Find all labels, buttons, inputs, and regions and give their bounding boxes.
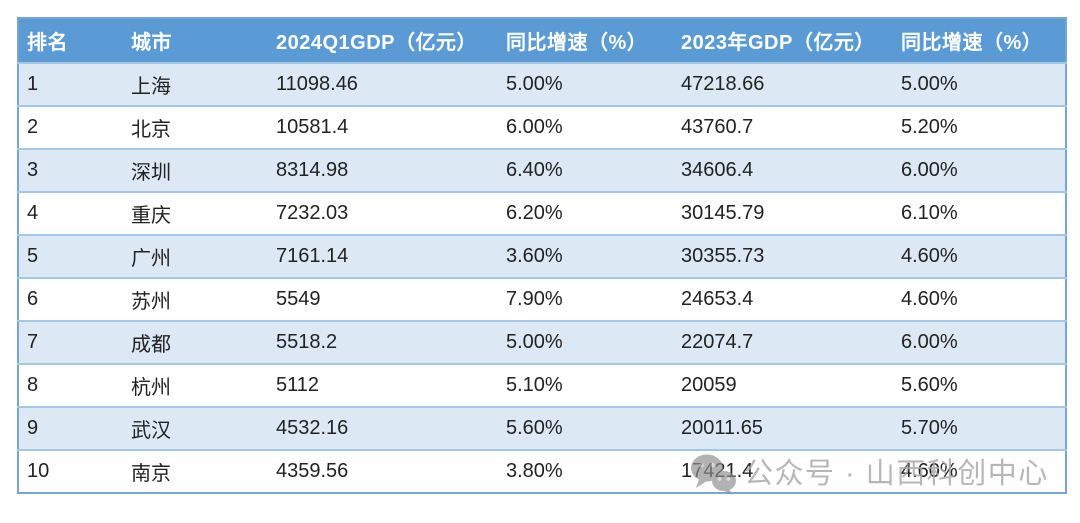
- column-header-yoy-2023: 同比增速（%）: [893, 18, 1066, 63]
- cell-yoy-2024q1: 3.80%: [498, 449, 673, 493]
- cell-yoy-2023: 6.00%: [893, 148, 1066, 192]
- gdp-ranking-table: 排名 城市 2024Q1GDP（亿元） 同比增速（%） 2023年GDP（亿元）…: [17, 17, 1067, 494]
- cell-yoy-2023: 4.60%: [893, 449, 1066, 493]
- cell-gdp-2024q1: 5518.2: [268, 320, 498, 364]
- cell-city: 北京: [123, 105, 268, 149]
- table-row: 3 深圳 8314.98 6.40% 34606.4 6.00%: [18, 148, 1066, 192]
- cell-gdp-2024q1: 4532.16: [268, 406, 498, 450]
- cell-yoy-2023: 6.00%: [893, 320, 1066, 364]
- column-header-yoy-2024q1: 同比增速（%）: [498, 18, 673, 63]
- cell-city: 杭州: [123, 363, 268, 407]
- cell-yoy-2023: 4.60%: [893, 277, 1066, 321]
- cell-yoy-2024q1: 6.20%: [498, 191, 673, 235]
- cell-city: 重庆: [123, 191, 268, 235]
- cell-gdp-2024q1: 5112: [268, 363, 498, 407]
- cell-gdp-2023: 17421.4: [673, 449, 893, 493]
- cell-city: 南京: [123, 449, 268, 493]
- table-row: 8 杭州 5112 5.10% 20059 5.60%: [18, 363, 1066, 407]
- cell-rank: 9: [18, 406, 123, 450]
- cell-rank: 3: [18, 148, 123, 192]
- cell-yoy-2024q1: 5.10%: [498, 363, 673, 407]
- cell-yoy-2023: 5.60%: [893, 363, 1066, 407]
- cell-yoy-2024q1: 3.60%: [498, 234, 673, 278]
- cell-yoy-2024q1: 5.00%: [498, 62, 673, 106]
- cell-gdp-2024q1: 7232.03: [268, 191, 498, 235]
- table-row: 5 广州 7161.14 3.60% 30355.73 4.60%: [18, 234, 1066, 278]
- column-header-gdp-2024q1: 2024Q1GDP（亿元）: [268, 18, 498, 63]
- cell-city: 广州: [123, 234, 268, 278]
- cell-gdp-2024q1: 8314.98: [268, 148, 498, 192]
- table-row: 7 成都 5518.2 5.00% 22074.7 6.00%: [18, 320, 1066, 364]
- cell-gdp-2024q1: 11098.46: [268, 62, 498, 106]
- cell-city: 上海: [123, 62, 268, 106]
- cell-gdp-2023: 30145.79: [673, 191, 893, 235]
- cell-yoy-2023: 6.10%: [893, 191, 1066, 235]
- cell-gdp-2024q1: 7161.14: [268, 234, 498, 278]
- cell-yoy-2023: 5.70%: [893, 406, 1066, 450]
- cell-city: 苏州: [123, 277, 268, 321]
- cell-gdp-2023: 20059: [673, 363, 893, 407]
- cell-gdp-2023: 47218.66: [673, 62, 893, 106]
- cell-city: 武汉: [123, 406, 268, 450]
- column-header-city: 城市: [123, 18, 268, 63]
- cell-gdp-2023: 20011.65: [673, 406, 893, 450]
- cell-rank: 1: [18, 62, 123, 106]
- column-header-gdp-2023: 2023年GDP（亿元）: [673, 18, 893, 63]
- table-row: 9 武汉 4532.16 5.60% 20011.65 5.70%: [18, 406, 1066, 450]
- cell-city: 成都: [123, 320, 268, 364]
- cell-gdp-2024q1: 10581.4: [268, 105, 498, 149]
- table-row: 10 南京 4359.56 3.80% 17421.4 4.60%: [18, 449, 1066, 493]
- cell-yoy-2024q1: 6.40%: [498, 148, 673, 192]
- cell-rank: 7: [18, 320, 123, 364]
- cell-rank: 2: [18, 105, 123, 149]
- cell-yoy-2024q1: 5.60%: [498, 406, 673, 450]
- cell-gdp-2024q1: 4359.56: [268, 449, 498, 493]
- cell-yoy-2023: 5.20%: [893, 105, 1066, 149]
- table-row: 4 重庆 7232.03 6.20% 30145.79 6.10%: [18, 191, 1066, 235]
- cell-rank: 8: [18, 363, 123, 407]
- header-row: 排名 城市 2024Q1GDP（亿元） 同比增速（%） 2023年GDP（亿元）…: [18, 18, 1066, 63]
- cell-yoy-2023: 5.00%: [893, 62, 1066, 106]
- cell-gdp-2024q1: 5549: [268, 277, 498, 321]
- cell-yoy-2023: 4.60%: [893, 234, 1066, 278]
- cell-city: 深圳: [123, 148, 268, 192]
- cell-yoy-2024q1: 7.90%: [498, 277, 673, 321]
- table-row: 6 苏州 5549 7.90% 24653.4 4.60%: [18, 277, 1066, 321]
- cell-yoy-2024q1: 6.00%: [498, 105, 673, 149]
- cell-rank: 6: [18, 277, 123, 321]
- cell-gdp-2023: 30355.73: [673, 234, 893, 278]
- cell-rank: 10: [18, 449, 123, 493]
- cell-yoy-2024q1: 5.00%: [498, 320, 673, 364]
- cell-rank: 5: [18, 234, 123, 278]
- cell-gdp-2023: 43760.7: [673, 105, 893, 149]
- cell-gdp-2023: 34606.4: [673, 148, 893, 192]
- gdp-ranking-table-container: 排名 城市 2024Q1GDP（亿元） 同比增速（%） 2023年GDP（亿元）…: [17, 17, 1067, 494]
- cell-gdp-2023: 22074.7: [673, 320, 893, 364]
- column-header-rank: 排名: [18, 18, 123, 63]
- table-row: 2 北京 10581.4 6.00% 43760.7 5.20%: [18, 105, 1066, 149]
- table-row: 1 上海 11098.46 5.00% 47218.66 5.00%: [18, 62, 1066, 106]
- cell-rank: 4: [18, 191, 123, 235]
- cell-gdp-2023: 24653.4: [673, 277, 893, 321]
